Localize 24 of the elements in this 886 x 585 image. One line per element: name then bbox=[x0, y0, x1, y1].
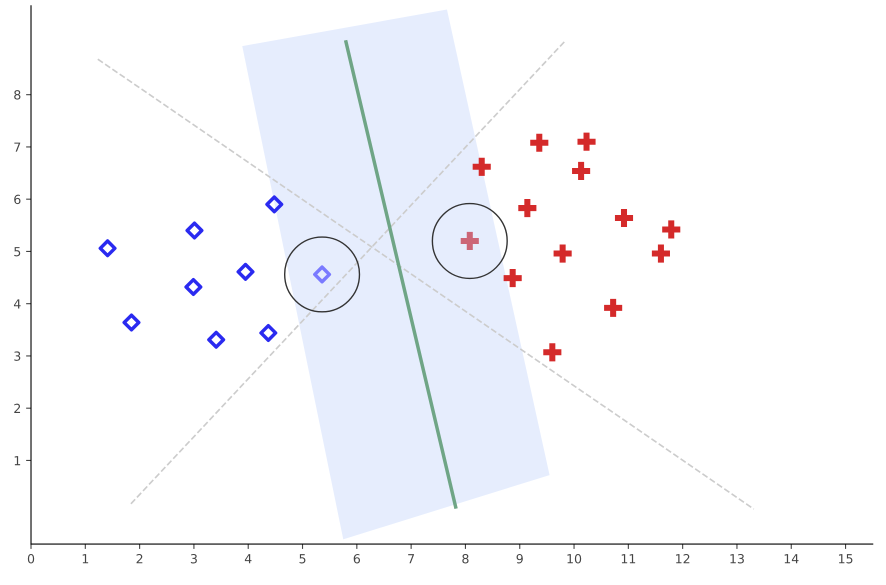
x-tick-label: 5 bbox=[300, 554, 306, 564]
x-tick-label: 8 bbox=[462, 554, 469, 564]
y-tick-label: 8 bbox=[14, 90, 20, 100]
x-tick-label: 6 bbox=[354, 554, 360, 564]
y-tick-label: 5 bbox=[14, 247, 20, 256]
x-tick-label: 7 bbox=[408, 554, 414, 564]
x-tick-label: 11 bbox=[622, 554, 636, 564]
x-tick-label: 15 bbox=[838, 554, 852, 564]
y-tick-label: 2 bbox=[14, 404, 20, 413]
x-tick-label: 4 bbox=[244, 554, 252, 564]
y-tick-label: 3 bbox=[14, 351, 20, 361]
x-tick-label: 0 bbox=[28, 554, 34, 564]
x-tick-label: 10 bbox=[567, 554, 582, 564]
y-tick-label: 6 bbox=[14, 194, 20, 204]
x-tick-label: 9 bbox=[516, 554, 523, 564]
x-tick-label: 13 bbox=[730, 554, 744, 564]
x-tick-label: 2 bbox=[136, 554, 142, 564]
x-tick-label: 12 bbox=[676, 554, 690, 564]
y-tick-label: 7 bbox=[14, 142, 20, 152]
y-tick-label: 1 bbox=[14, 456, 20, 466]
x-tick-label: 3 bbox=[190, 554, 197, 564]
x-tick-label: 14 bbox=[784, 554, 799, 564]
y-tick-label: 4 bbox=[14, 299, 21, 308]
x-tick-label: 1 bbox=[82, 554, 88, 564]
